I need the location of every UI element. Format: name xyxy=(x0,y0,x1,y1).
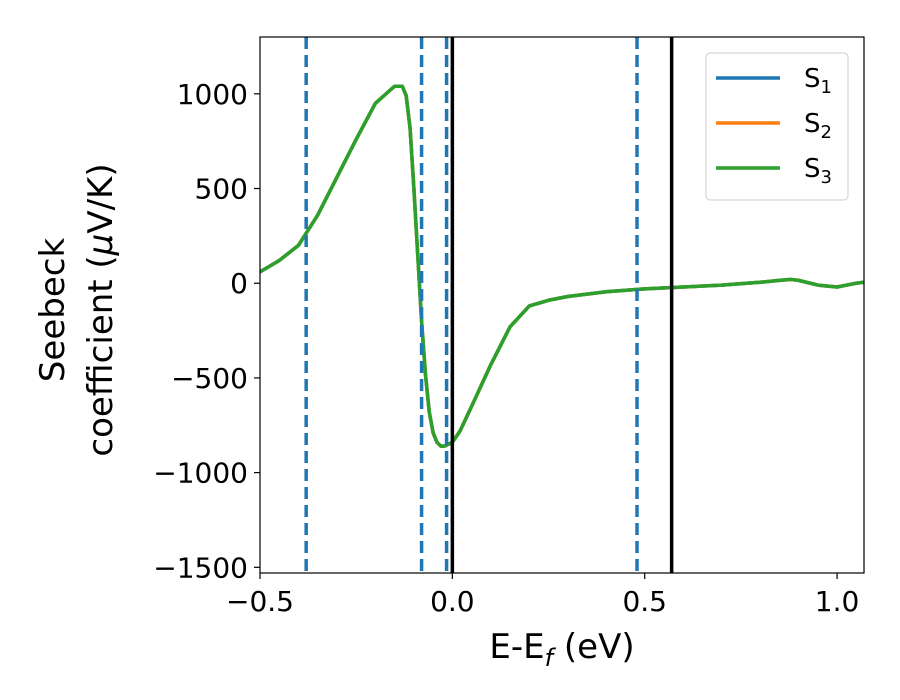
y-tick-label: −1500 xyxy=(153,551,248,584)
x-tick-label: −0.5 xyxy=(226,585,294,618)
plot-frame xyxy=(259,36,865,574)
legend-box xyxy=(705,52,849,201)
legend-label-s2: S2 xyxy=(804,109,832,143)
x-tick-label: 0.0 xyxy=(430,585,475,618)
series-line-s3 xyxy=(260,84,864,448)
y-axis-title-line2: coefficient (μV/K) xyxy=(81,163,121,456)
legend-label-s3: S3 xyxy=(804,154,832,188)
y-tick-label: 1000 xyxy=(177,78,248,111)
x-tick-label: 1.0 xyxy=(815,585,860,618)
y-axis-title-line1: Seebeck xyxy=(33,238,73,383)
y-tick-label: −1000 xyxy=(153,457,248,490)
x-axis-title: E-Ef (eV) xyxy=(489,627,634,672)
legend-label-s1: S1 xyxy=(804,64,832,98)
legend: S1 S2 S3 xyxy=(705,52,849,201)
x-tick-label: 0.5 xyxy=(622,585,667,618)
y-tick-label: 500 xyxy=(195,173,248,206)
y-axis-title: Seebeck coefficient (μV/K) xyxy=(33,163,121,456)
y-tick-label: −500 xyxy=(171,362,248,395)
y-tick-label: 0 xyxy=(230,267,248,300)
